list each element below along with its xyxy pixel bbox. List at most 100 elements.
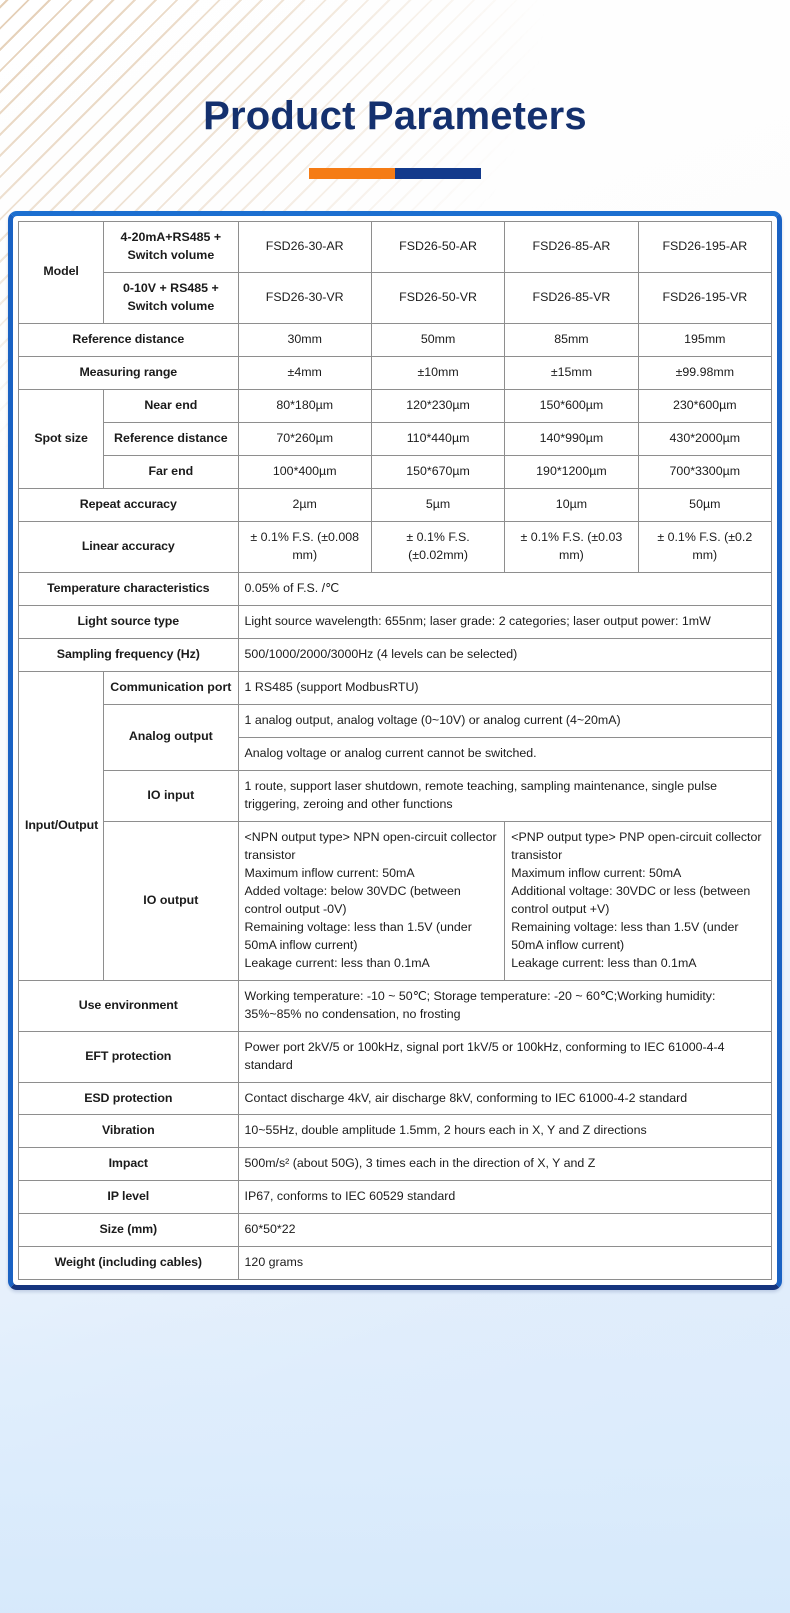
light-source-type-value: Light source wavelength: 655nm; laser gr…	[237, 604, 773, 639]
measuring-range-cell: ±15mm	[504, 355, 639, 390]
spot-size-cell: 100*400µm	[237, 454, 372, 489]
table-row: 0-10V + RS485 + Switch volume FSD26-30-V…	[19, 271, 773, 324]
table-row: IP level IP67, conforms to IEC 60529 sta…	[18, 1180, 773, 1215]
table-row: Vibration 10~55Hz, double amplitude 1.5m…	[18, 1114, 773, 1149]
table-row: Input/Output Communication port 1 RS485 …	[17, 670, 773, 981]
sublabel-communication-port: Communication port	[103, 670, 239, 705]
size-value: 60*50*22	[237, 1213, 773, 1248]
row-label-weight: Weight (including cables)	[18, 1246, 239, 1281]
model-cell: FSD26-50-AR	[370, 221, 506, 273]
model-cell: FSD26-195-AR	[637, 221, 773, 273]
model-cell: FSD26-30-VR	[237, 271, 372, 324]
ip-level-value: IP67, conforms to IEC 60529 standard	[237, 1180, 773, 1215]
weight-value: 120 grams	[237, 1246, 773, 1281]
row-label-use-environment: Use environment	[18, 979, 239, 1032]
linear-accuracy-cell: ± 0.1% F.S. (±0.2 mm)	[637, 520, 773, 573]
row-label-model: Model	[17, 221, 105, 324]
sampling-frequency-value: 500/1000/2000/3000Hz (4 levels can be se…	[237, 637, 773, 672]
product-spec-table: Model 4-20mA+RS485 + Switch volume FSD26…	[17, 221, 773, 1281]
table-row: Far end 100*400µm 150*670µm 190*1200µm 7…	[19, 454, 773, 489]
spot-size-cell: 70*260µm	[237, 421, 372, 456]
spot-size-sublabel-far-end: Far end	[103, 454, 239, 489]
model-cell: FSD26-85-AR	[504, 221, 639, 273]
table-row: Light source type Light source wavelengt…	[18, 604, 773, 639]
table-row: Reference distance 30mm 50mm 85mm 195mm	[18, 322, 773, 357]
use-environment-value: Working temperature: -10 ~ 50℃; Storage …	[237, 979, 773, 1032]
table-row: EFT protection Power port 2kV/5 or 100kH…	[18, 1030, 773, 1083]
spot-size-cell: 150*600µm	[504, 388, 639, 423]
spot-size-sublabel-near-end: Near end	[103, 388, 239, 423]
model-cell: FSD26-30-AR	[237, 221, 372, 273]
model-cell: FSD26-50-VR	[370, 271, 506, 324]
table-row: Size (mm) 60*50*22	[18, 1213, 773, 1248]
product-parameters-page: Product Parameters Model 4-20mA+RS485 + …	[8, 94, 782, 1291]
table-row: Sampling frequency (Hz) 500/1000/2000/30…	[18, 637, 773, 672]
model-cell: FSD26-195-VR	[637, 271, 773, 324]
table-row: IO input 1 route, support laser shutdown…	[19, 769, 773, 822]
spot-size-cell: 110*440µm	[370, 421, 506, 456]
sublabel-analog-output: Analog output	[103, 703, 239, 771]
temperature-characteristics-value: 0.05% of F.S. /℃	[237, 571, 773, 606]
row-label-eft-protection: EFT protection	[18, 1030, 239, 1083]
repeat-accuracy-cell: 50µm	[637, 487, 773, 522]
row-label-ip-level: IP level	[18, 1180, 239, 1215]
linear-accuracy-cell: ± 0.1% F.S. (±0.03 mm)	[504, 520, 639, 573]
spot-size-cell: 700*3300µm	[637, 454, 773, 489]
table-row: Repeat accuracy 2µm 5µm 10µm 50µm	[18, 487, 773, 522]
table-row: Measuring range ±4mm ±10mm ±15mm ±99.98m…	[18, 355, 773, 390]
spot-size-cell: 120*230µm	[370, 388, 506, 423]
sublabel-io-output: IO output	[103, 820, 239, 981]
table-row: Linear accuracy ± 0.1% F.S. (±0.008 mm) …	[18, 520, 773, 573]
spot-size-cell: 140*990µm	[504, 421, 639, 456]
reference-distance-cell: 50mm	[370, 322, 506, 357]
row-label-linear-accuracy: Linear accuracy	[18, 520, 239, 573]
table-row: Reference distance 70*260µm 110*440µm 14…	[19, 421, 773, 456]
communication-port-value: 1 RS485 (support ModbusRTU)	[237, 670, 773, 705]
table-row: Model 4-20mA+RS485 + Switch volume FSD26…	[17, 221, 773, 324]
table-row: Temperature characteristics 0.05% of F.S…	[18, 571, 773, 606]
table-row: IO output <NPN output type> NPN open-cir…	[19, 820, 772, 981]
reference-distance-cell: 85mm	[504, 322, 639, 357]
row-label-spot-size: Spot size	[17, 388, 105, 489]
esd-protection-value: Contact discharge 4kV, air discharge 8kV…	[237, 1081, 773, 1116]
analog-output-value-1: 1 analog output, analog voltage (0~10V) …	[237, 703, 773, 738]
reference-distance-cell: 30mm	[237, 322, 372, 357]
table-row: Impact 500m/s² (about 50G), 3 times each…	[18, 1147, 773, 1182]
io-output-npn-value: <NPN output type> NPN open-circuit colle…	[237, 820, 506, 981]
spot-size-cell: 80*180µm	[237, 388, 372, 423]
row-label-temperature-characteristics: Temperature characteristics	[18, 571, 239, 606]
spot-size-cell: 230*600µm	[637, 388, 773, 423]
row-label-repeat-accuracy: Repeat accuracy	[18, 487, 239, 522]
spot-size-cell: 150*670µm	[370, 454, 506, 489]
reference-distance-cell: 195mm	[637, 322, 773, 357]
vibration-value: 10~55Hz, double amplitude 1.5mm, 2 hours…	[237, 1114, 773, 1149]
row-label-esd-protection: ESD protection	[18, 1081, 239, 1116]
table-row: Weight (including cables) 120 grams	[18, 1246, 773, 1281]
io-input-value: 1 route, support laser shutdown, remote …	[237, 769, 773, 822]
measuring-range-cell: ±10mm	[370, 355, 506, 390]
table-row: Use environment Working temperature: -10…	[18, 979, 773, 1032]
row-label-sampling-frequency: Sampling frequency (Hz)	[18, 637, 239, 672]
row-label-measuring-range: Measuring range	[18, 355, 239, 390]
table-row: ESD protection Contact discharge 4kV, ai…	[18, 1081, 773, 1116]
row-label-vibration: Vibration	[18, 1114, 239, 1149]
table-row: Analog output 1 analog output, analog vo…	[19, 703, 773, 771]
table-row: Spot size Near end 80*180µm 120*230µm 15…	[17, 388, 773, 489]
model-cell: FSD26-85-VR	[504, 271, 639, 324]
impact-value: 500m/s² (about 50G), 3 times each in the…	[237, 1147, 773, 1182]
eft-protection-value: Power port 2kV/5 or 100kHz, signal port …	[237, 1030, 773, 1083]
linear-accuracy-cell: ± 0.1% F.S. (±0.02mm)	[370, 520, 506, 573]
measuring-range-cell: ±99.98mm	[637, 355, 773, 390]
spot-size-cell: 190*1200µm	[504, 454, 639, 489]
analog-output-value-2: Analog voltage or analog current cannot …	[237, 736, 773, 771]
linear-accuracy-cell: ± 0.1% F.S. (±0.008 mm)	[237, 520, 372, 573]
rule-segment-blue	[395, 168, 481, 179]
repeat-accuracy-cell: 5µm	[370, 487, 506, 522]
row-label-reference-distance: Reference distance	[18, 322, 239, 357]
spot-size-cell: 430*2000µm	[637, 421, 773, 456]
repeat-accuracy-cell: 10µm	[504, 487, 639, 522]
spec-table-frame: Model 4-20mA+RS485 + Switch volume FSD26…	[8, 211, 782, 1291]
io-output-pnp-value: <PNP output type> PNP open-circuit colle…	[504, 820, 772, 981]
row-label-input-output: Input/Output	[17, 670, 105, 981]
page-title: Product Parameters	[203, 94, 587, 138]
